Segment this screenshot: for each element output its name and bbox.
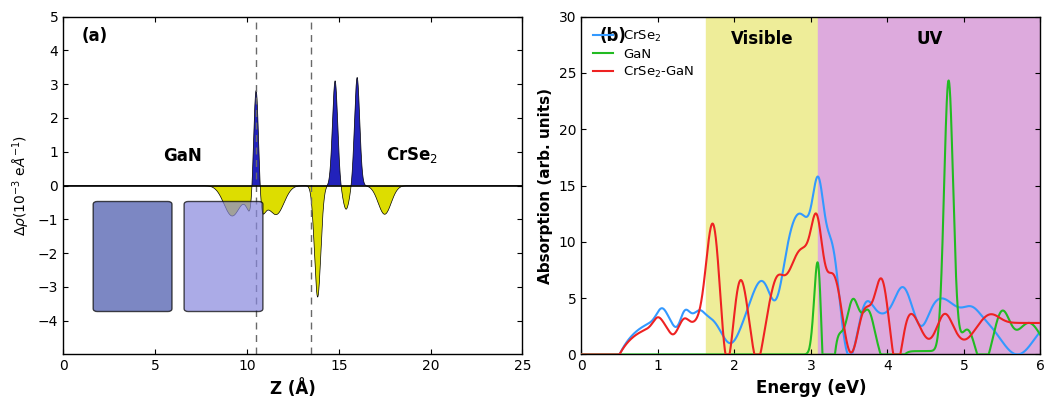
- Text: Visible: Visible: [731, 30, 793, 48]
- X-axis label: Energy (eV): Energy (eV): [756, 379, 866, 397]
- Y-axis label: $\Delta\rho(10^{-3}\ \mathrm{e}\AA^{-1})$: $\Delta\rho(10^{-3}\ \mathrm{e}\AA^{-1})…: [12, 135, 33, 236]
- Text: CrSe$_2$: CrSe$_2$: [386, 145, 438, 165]
- Text: GaN: GaN: [164, 147, 202, 165]
- Y-axis label: Absorption (arb. units): Absorption (arb. units): [539, 88, 553, 283]
- Text: (a): (a): [81, 27, 108, 45]
- Bar: [706, 17, 818, 355]
- Text: UV: UV: [917, 30, 943, 48]
- X-axis label: Z (Å): Z (Å): [270, 379, 316, 398]
- Legend: CrSe$_2$, GaN, CrSe$_2$-GaN: CrSe$_2$, GaN, CrSe$_2$-GaN: [588, 23, 700, 85]
- Text: (b): (b): [600, 27, 626, 45]
- Bar: [818, 17, 1040, 355]
